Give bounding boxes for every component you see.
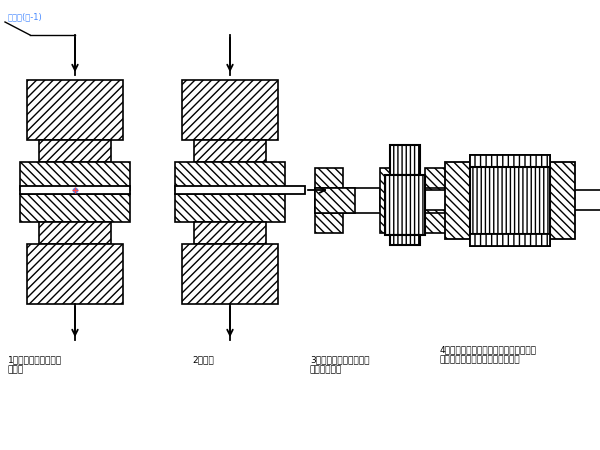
Bar	[39, 222, 111, 244]
Bar	[470, 155, 550, 167]
Bar	[20, 194, 130, 222]
Bar	[315, 168, 343, 233]
Bar	[39, 140, 111, 162]
Bar	[175, 194, 285, 222]
Bar	[182, 80, 278, 140]
Bar	[380, 190, 465, 210]
Bar	[470, 167, 550, 234]
Bar	[194, 222, 266, 244]
Bar	[194, 140, 266, 162]
Bar	[550, 162, 575, 239]
Bar	[425, 188, 453, 213]
Bar	[20, 162, 130, 190]
Bar	[385, 175, 425, 235]
Bar	[175, 186, 305, 194]
Bar	[27, 244, 123, 304]
Text: 2、套丝: 2、套丝	[192, 355, 214, 364]
Bar	[390, 235, 420, 245]
Bar	[390, 145, 420, 175]
Bar	[182, 244, 278, 304]
Bar	[315, 188, 415, 213]
Text: 4、用直螺纹套筒万向拧已全丝钢筋进行
连接，先充个直螺纹机构钢筋施工: 4、用直螺纹套筒万向拧已全丝钢筋进行 连接，先充个直螺纹机构钢筋施工	[440, 345, 537, 365]
Bar	[380, 168, 402, 233]
Bar	[27, 80, 123, 140]
Bar	[175, 162, 285, 190]
Bar	[470, 155, 550, 167]
Bar	[425, 168, 453, 233]
Text: 1、用直螺纹套丝机夹
紧钢筋: 1、用直螺纹套丝机夹 紧钢筋	[8, 355, 62, 374]
Bar	[445, 162, 470, 239]
Text: 3、用直螺纹套丝机切断
螺纹进行半丝: 3、用直螺纹套丝机切断 螺纹进行半丝	[310, 355, 370, 374]
Bar	[20, 186, 130, 194]
Text: 筑龙网(标-1): 筑龙网(标-1)	[8, 12, 43, 21]
Bar	[470, 234, 550, 246]
Bar	[555, 190, 600, 210]
Bar	[315, 188, 355, 213]
Bar	[470, 234, 550, 246]
